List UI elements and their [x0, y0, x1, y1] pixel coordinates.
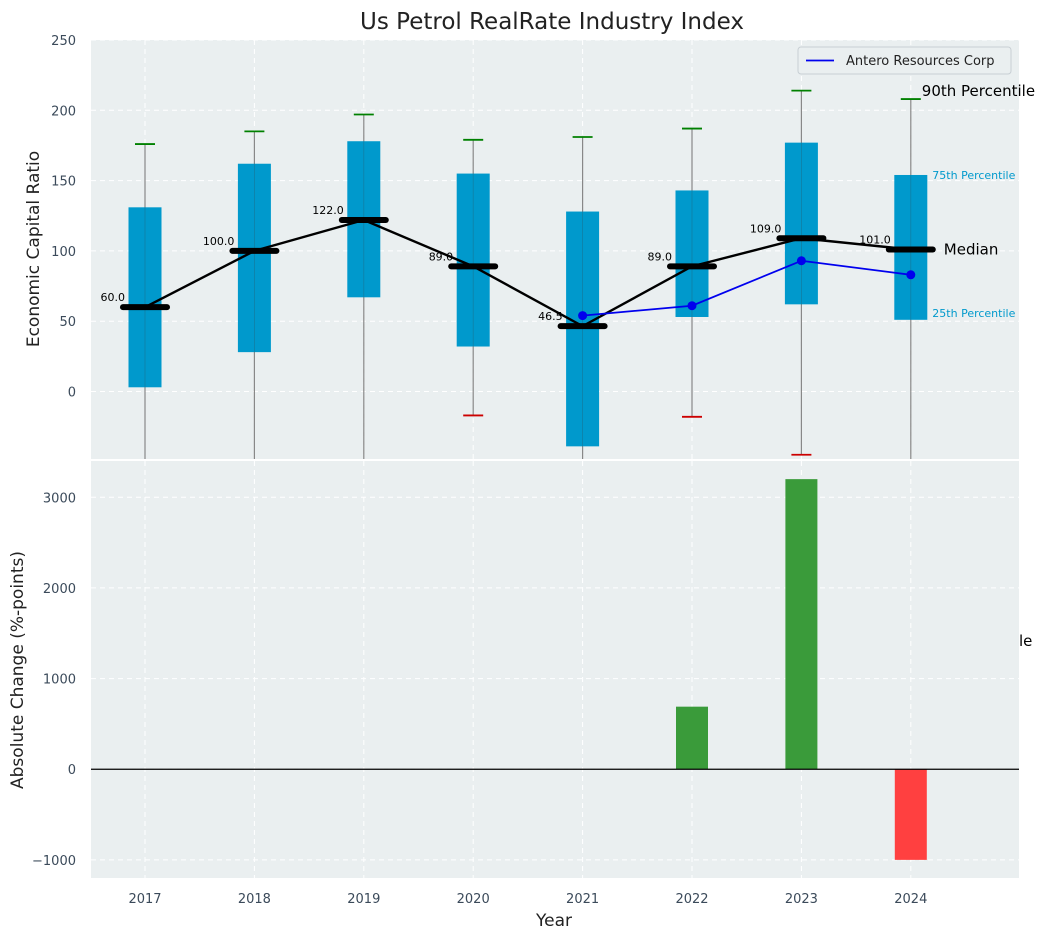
- x-tick-label: 2022: [675, 892, 708, 907]
- median-annotation: Median: [944, 241, 999, 259]
- x-tick-label: 2021: [566, 892, 599, 907]
- y-tick-label: 0: [68, 386, 76, 401]
- p90-annotation: 90th Percentile: [922, 82, 1035, 100]
- box-2017: [128, 143, 162, 459]
- box-2018: [237, 130, 271, 459]
- company-point: [796, 256, 806, 266]
- company-point: [687, 301, 697, 311]
- clipped-annotation: le: [1019, 632, 1032, 650]
- median-value-label: 89.0: [648, 250, 673, 263]
- x-tick-labels: 2017 2018 2019 2020 2021 2022 2023 2024: [128, 892, 927, 907]
- box-2023: [784, 89, 818, 456]
- bar-chart-y-tick-labels: −1000 0 1000 2000 3000: [32, 491, 76, 869]
- y-tick-label: 0: [68, 763, 76, 778]
- box-plot-y-tick-labels: 0 50 100 150 200 250: [51, 34, 76, 401]
- y-tick-label: −1000: [32, 854, 76, 869]
- x-tick-label: 2023: [785, 892, 818, 907]
- x-axis-label: Year: [535, 911, 572, 931]
- company-series: [578, 256, 916, 321]
- percentile-annotations: 90th Percentile 75th Percentile Median 25th…: [922, 82, 1035, 650]
- median-value-label: 100.0: [203, 235, 235, 248]
- change-bar-2022: [676, 706, 708, 770]
- median-value-label: 46.5: [538, 310, 563, 323]
- y-tick-label: 2000: [43, 582, 76, 597]
- y-tick-label: 50: [59, 315, 76, 330]
- y-tick-label: 200: [51, 104, 76, 119]
- y-tick-label: 1000: [43, 673, 76, 688]
- change-bar-2024: [894, 769, 927, 860]
- y-tick-label: 3000: [43, 491, 76, 506]
- median-value-label: 122.0: [312, 204, 344, 217]
- x-tick-label: 2020: [457, 892, 490, 907]
- y-tick-label: 100: [51, 245, 76, 260]
- company-point: [906, 270, 916, 280]
- median-value-label: 60.0: [101, 291, 126, 304]
- p25-annotation: 25th Percentile: [932, 307, 1015, 320]
- p75-annotation: 75th Percentile: [932, 169, 1015, 182]
- legend: Antero Resources Corp: [797, 46, 1012, 75]
- x-tick-label: 2018: [238, 892, 271, 907]
- legend-entry-label: Antero Resources Corp: [846, 54, 995, 69]
- company-line: [582, 259, 911, 317]
- median-value-label: 109.0: [750, 222, 782, 235]
- median-value-label: 101.0: [859, 234, 891, 247]
- median-trend-line: [144, 218, 911, 328]
- bar-chart-background: [91, 461, 1019, 878]
- bar-chart-y-axis-label: Absolute Change (%-points): [8, 551, 28, 789]
- box-plot-panel: 0 50 100 150 200 250 60.0 100.0 122.0 89.0 46.5 89…: [24, 34, 1035, 650]
- chart-title: Us Petrol RealRate Industry Index: [360, 9, 744, 35]
- x-tick-label: 2017: [128, 892, 161, 907]
- y-tick-label: 250: [51, 34, 76, 49]
- change-bar-2023: [785, 479, 818, 770]
- box-2020: [456, 138, 490, 417]
- x-tick-label: 2019: [347, 892, 380, 907]
- median-trend: 60.0 100.0 122.0 89.0 46.5 89.0 109.0 101.0: [101, 204, 936, 330]
- box-2022: [675, 127, 709, 418]
- box-plot-y-axis-label: Economic Capital Ratio: [24, 151, 44, 347]
- y-tick-label: 150: [51, 175, 76, 190]
- company-point: [578, 311, 588, 321]
- bar-chart-bars: [91, 479, 1019, 860]
- legend-box: [797, 46, 1012, 75]
- median-value-label: 89.0: [429, 250, 454, 263]
- x-tick-label: 2024: [894, 892, 927, 907]
